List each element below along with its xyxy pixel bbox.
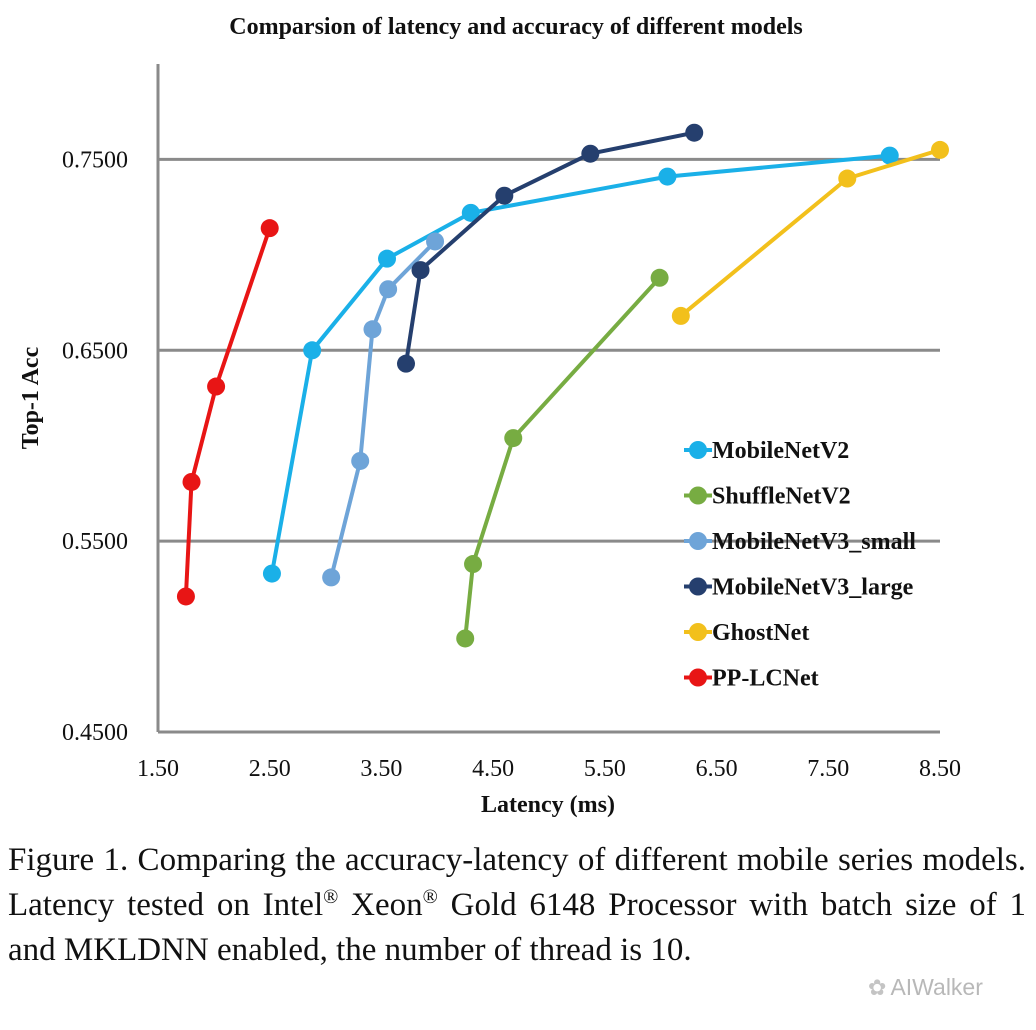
data-point [426, 232, 445, 251]
series-mobilenetv3-large [397, 123, 704, 373]
registered-mark: ® [323, 886, 339, 908]
y-axis-label: Top-1 Acc [18, 346, 44, 449]
y-tick-label: 0.4500 [62, 720, 128, 746]
chart-figure: Comparsion of latency and accuracy of di… [18, 14, 961, 818]
series-line [679, 147, 941, 318]
data-point [207, 377, 226, 396]
legend-label: MobileNetV3_small [712, 529, 916, 555]
data-point [182, 472, 201, 491]
data-point [685, 123, 704, 142]
legend-item: MobileNetV2 [684, 438, 849, 464]
data-point [411, 261, 430, 280]
legend-label: MobileNetV2 [712, 438, 849, 464]
data-point [495, 186, 514, 205]
data-point [379, 280, 398, 299]
x-tick-label: 4.50 [472, 756, 514, 782]
legend-label: PP-LCNet [712, 666, 819, 692]
wechat-icon: ✿ [868, 974, 887, 1000]
data-point [650, 268, 669, 287]
series-line [183, 227, 272, 597]
y-tick-labels: 0.4500 0.5500 0.6500 0.7500 [62, 147, 128, 746]
caption-suffix: Gold 6148 Processor with batch size of 1… [8, 887, 1026, 968]
registered-mark: ® [422, 886, 438, 908]
data-point [504, 429, 523, 448]
x-tick-label: 2.50 [249, 756, 291, 782]
data-point [658, 167, 677, 186]
legend-item: PP-LCNet [684, 666, 819, 692]
data-point [260, 219, 279, 238]
series-line [463, 276, 662, 639]
data-point [351, 451, 370, 470]
caption-prefix: Figure 1. Comparing the accuracy-latency… [8, 842, 1026, 923]
legend-item: MobileNetV3_small [684, 529, 916, 555]
series-pp-lcnet [176, 219, 279, 606]
legend-item: GhostNet [684, 620, 809, 646]
caption-middle: Xeon [338, 887, 423, 923]
chart-title: Comparsion of latency and accuracy of di… [229, 14, 803, 40]
data-point [363, 320, 382, 339]
data-point [464, 555, 483, 574]
data-point [461, 203, 480, 222]
legend-item: MobileNetV3_large [684, 575, 914, 601]
data-point [262, 564, 281, 583]
series-line [404, 130, 695, 364]
series-layer [176, 123, 949, 648]
y-tick-label: 0.5500 [62, 529, 128, 555]
data-point [838, 169, 857, 188]
watermark: ✿ AIWalker [868, 974, 983, 1001]
grid-lines [158, 157, 940, 734]
data-point [671, 306, 690, 325]
legend-swatch-marker [689, 577, 707, 596]
legend-swatch-marker [689, 441, 707, 459]
x-axis-label: Latency (ms) [481, 792, 615, 818]
x-tick-label: 6.50 [696, 756, 738, 782]
data-point [397, 354, 416, 373]
y-tick-label: 0.6500 [62, 338, 128, 364]
y-tick-label: 0.7500 [62, 147, 128, 173]
x-tick-label: 7.50 [807, 756, 849, 782]
data-point [931, 140, 949, 159]
legend: MobileNetV2 ShuffleNetV2 MobileNetV3_small… [684, 438, 916, 692]
legend-swatch-marker [689, 623, 707, 641]
x-tick-label: 8.50 [919, 756, 961, 782]
data-point [322, 568, 341, 587]
x-tick-label: 1.50 [137, 756, 179, 782]
watermark-text: AIWalker [890, 974, 983, 1000]
legend-swatch-marker [689, 486, 707, 505]
data-point [456, 629, 475, 648]
legend-swatch-marker [689, 668, 707, 687]
legend-label: MobileNetV3_large [712, 575, 914, 601]
figure-caption: Figure 1. Comparing the accuracy-latency… [8, 838, 1026, 973]
series-mobilenetv3-small [322, 232, 445, 587]
x-tick-labels: 1.50 2.50 3.50 4.50 5.50 6.50 7.50 8.50 [137, 756, 961, 782]
data-point [581, 144, 600, 163]
series-shufflenetv2 [456, 268, 669, 648]
data-point [303, 341, 322, 360]
legend-item: ShuffleNetV2 [684, 484, 851, 510]
data-point [880, 146, 899, 165]
series-ghostnet [671, 140, 949, 325]
x-tick-label: 3.50 [360, 756, 402, 782]
x-tick-label: 5.50 [584, 756, 626, 782]
data-point [176, 587, 195, 606]
data-point [378, 249, 397, 268]
legend-label: GhostNet [712, 620, 809, 646]
legend-swatch-marker [689, 532, 707, 550]
legend-label: ShuffleNetV2 [712, 484, 851, 510]
